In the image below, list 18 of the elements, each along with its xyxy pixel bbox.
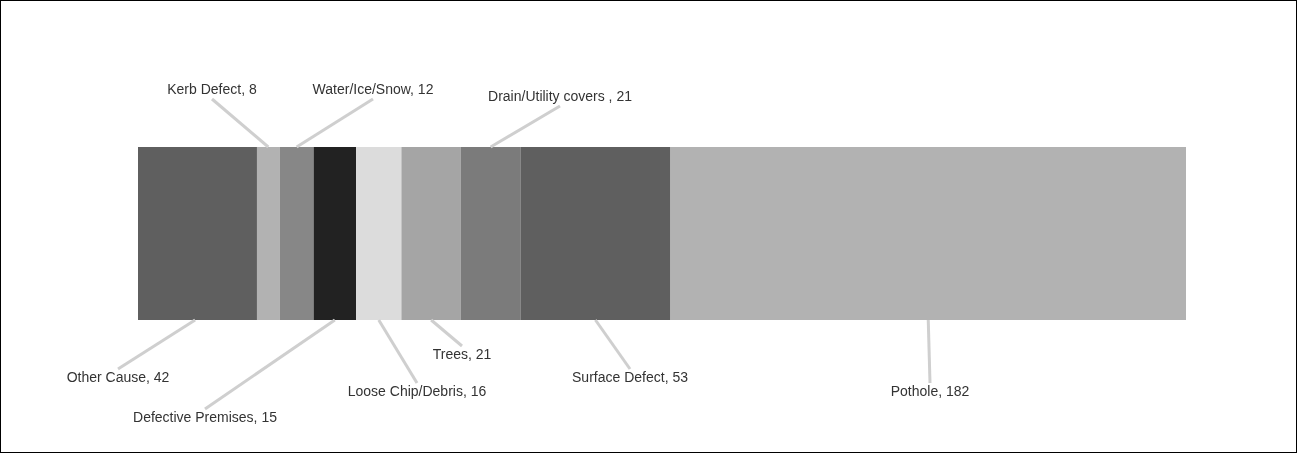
bar <box>670 147 1186 320</box>
data-label: Loose Chip/Debris, 16 <box>347 383 487 399</box>
bar <box>356 147 402 320</box>
data-label: Defective Premises, 15 <box>133 409 278 425</box>
bar <box>460 147 521 320</box>
bar <box>138 147 257 320</box>
data-label: Pothole, 182 <box>890 383 970 399</box>
bar <box>279 147 314 320</box>
data-label: Trees, 21 <box>432 346 492 362</box>
bar <box>401 147 461 320</box>
data-label: Kerb Defect, 8 <box>167 81 257 97</box>
data-label: Drain/Utility covers , 21 <box>488 88 633 104</box>
bar <box>520 147 671 320</box>
data-label: Surface Defect, 53 <box>572 369 689 385</box>
bar <box>313 147 357 320</box>
data-label: Water/Ice/Snow, 12 <box>312 81 434 97</box>
data-label: Other Cause, 42 <box>66 369 170 385</box>
bar <box>256 147 280 320</box>
